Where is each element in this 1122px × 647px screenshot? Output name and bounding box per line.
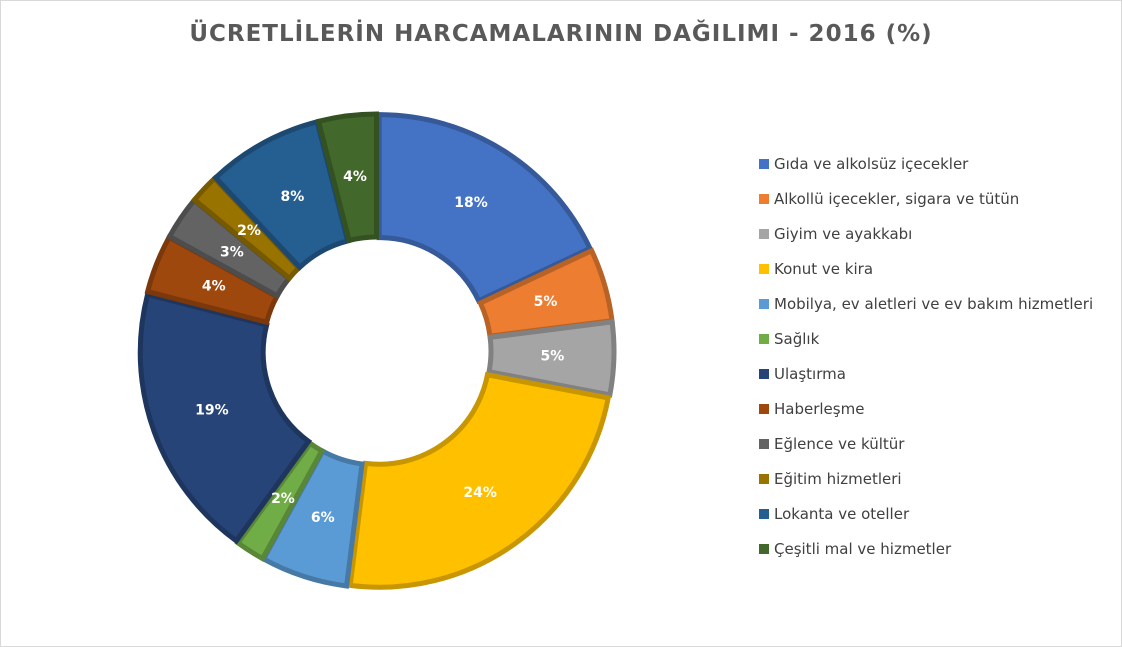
data-label: 8% [281, 189, 305, 205]
data-label: 3% [220, 244, 244, 260]
legend-label: Eğitim hizmetleri [774, 469, 902, 488]
legend-item: Eğlence ve kültür [759, 426, 1119, 461]
data-label: 5% [541, 349, 565, 365]
legend-swatch [759, 438, 769, 449]
legend-label: Mobilya, ev aletleri ve ev bakım hizmetl… [774, 294, 1094, 313]
legend-swatch [759, 298, 769, 309]
data-label: 24% [463, 485, 497, 501]
legend-swatch [759, 543, 769, 554]
legend-label: Haberleşme [774, 399, 865, 418]
legend-label: Lokanta ve oteller [774, 504, 910, 523]
donut-slice [137, 291, 313, 545]
legend-item: Eğitim hizmetleri [759, 461, 1119, 496]
donut-slice [347, 371, 612, 590]
legend-swatch [759, 263, 769, 274]
data-label: 4% [202, 278, 226, 294]
legend-swatch [759, 508, 769, 519]
legend-item: Sağlık [759, 321, 1119, 356]
legend-label: Gıda ve alkolsüz içecekler [774, 154, 969, 173]
legend-swatch [759, 473, 769, 484]
data-label: 2% [237, 223, 261, 239]
legend-swatch [759, 228, 769, 239]
legend-label: Giyim ve ayakkabı [774, 224, 913, 243]
donut-slice [376, 112, 594, 305]
data-label: 5% [534, 294, 558, 310]
legend-swatch [759, 158, 769, 169]
legend-label: Eğlence ve kültür [774, 434, 905, 453]
legend-label: Ulaştırma [774, 364, 846, 383]
legend-swatch [759, 193, 769, 204]
donut-slice [315, 111, 379, 244]
legend-label: Çeşitli mal ve hizmetler [774, 539, 952, 558]
legend-item: Haberleşme [759, 391, 1119, 426]
legend-item: Gıda ve alkolsüz içecekler [759, 146, 1119, 181]
data-label: 6% [311, 510, 335, 526]
legend-label: Konut ve kira [774, 259, 874, 278]
legend-item: Mobilya, ev aletleri ve ev bakım hizmetl… [759, 286, 1119, 321]
legend-label: Sağlık [774, 329, 820, 348]
legend-item: Lokanta ve oteller [759, 496, 1119, 531]
legend-swatch [759, 403, 769, 414]
donut-slice [486, 319, 617, 398]
legend-item: Giyim ve ayakkabı [759, 216, 1119, 251]
legend-swatch [759, 368, 769, 379]
legend-item: Alkollü içecekler, sigara ve tütün [759, 181, 1119, 216]
legend-item: Çeşitli mal ve hizmetler [759, 531, 1119, 566]
chart-title: ÜCRETLİLERİN HARCAMALARININ DAĞILIMI - 2… [189, 21, 933, 47]
legend-swatch [759, 333, 769, 344]
data-label: 4% [343, 169, 367, 185]
data-label: 18% [454, 195, 488, 211]
chart-legend: Gıda ve alkolsüz içecekler Alkollü içecek… [759, 146, 1119, 566]
data-label: 2% [271, 491, 295, 507]
data-label: 19% [195, 402, 229, 418]
legend-item: Konut ve kira [759, 251, 1119, 286]
legend-item: Ulaştırma [759, 356, 1119, 391]
legend-label: Alkollü içecekler, sigara ve tütün [774, 189, 1020, 208]
